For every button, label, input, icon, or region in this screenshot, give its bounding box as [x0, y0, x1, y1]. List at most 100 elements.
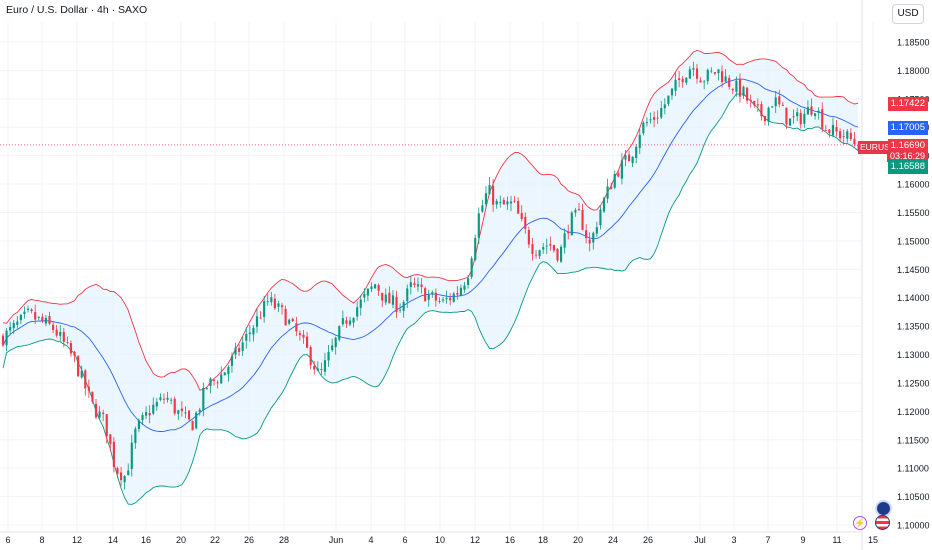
candle-body [456, 292, 459, 295]
candle-body [195, 412, 198, 429]
x-tick-label: 10 [435, 535, 445, 545]
candle-body [356, 307, 359, 317]
candle-body [585, 230, 588, 239]
candle-body [259, 317, 262, 319]
lightning-icon[interactable]: ⚡ [853, 516, 867, 530]
last-price-tag: 1.16690 [887, 139, 928, 153]
candle-body [12, 322, 15, 329]
candle-body [166, 397, 169, 400]
x-tick-label: 6 [5, 535, 10, 545]
candle-body [810, 106, 813, 115]
candle-body [441, 299, 445, 301]
candle-body [560, 246, 563, 262]
candle-body [685, 77, 688, 83]
x-tick-label: 12 [470, 535, 480, 545]
candle-body [94, 403, 98, 418]
y-tick-label: 1.16000 [897, 180, 930, 190]
candle-body [159, 397, 162, 400]
candle-body [73, 351, 76, 356]
candle-body [377, 285, 380, 291]
candle-body [80, 370, 83, 378]
candle-body [77, 356, 80, 377]
candle-body [187, 410, 191, 420]
candle-body [588, 239, 591, 244]
candle-body [295, 323, 298, 332]
candle-body [731, 88, 734, 91]
x-tick-label: 26 [244, 535, 254, 545]
candle-body [209, 378, 212, 386]
candle-body [420, 284, 423, 287]
candle-body [763, 115, 767, 122]
candle-body [427, 294, 430, 300]
candle-body [26, 308, 30, 310]
candle-body [141, 414, 144, 421]
candle-body [653, 117, 656, 120]
x-tick-label: 22 [210, 535, 220, 545]
currency-button[interactable]: USD [892, 4, 924, 24]
candle-body [184, 412, 187, 414]
candle-body [534, 254, 538, 256]
y-tick-label: 1.10500 [897, 492, 930, 502]
candle-body [363, 293, 366, 298]
x-tick-label: 20 [176, 535, 186, 545]
candle-body [642, 122, 645, 134]
candle-body [170, 399, 173, 401]
candle-body [202, 387, 205, 411]
candle-body [227, 367, 230, 375]
candle-body [109, 434, 112, 444]
candle-body [839, 131, 842, 139]
candle-body [191, 421, 194, 431]
countdown-tag: 03:16:29 [886, 150, 928, 162]
candle-body [781, 104, 784, 106]
candle-body [667, 95, 670, 104]
candle-body [610, 186, 613, 190]
candle-body [334, 337, 337, 348]
candle-body [66, 342, 69, 344]
candle-body [520, 212, 523, 219]
us-flag-icon[interactable] [875, 515, 890, 530]
candle-body [37, 316, 40, 318]
y-tick-label: 1.13500 [897, 322, 930, 332]
candle-body [692, 68, 695, 70]
candle-body [313, 366, 316, 370]
candle-body [205, 388, 208, 389]
candle-body [660, 108, 663, 118]
candle-body [41, 316, 44, 322]
x-tick-label: Jul [694, 535, 706, 545]
candle-body [796, 112, 799, 117]
candle-body [631, 156, 634, 164]
candle-body [738, 78, 742, 97]
candle-body [152, 404, 155, 414]
candle-body [663, 104, 666, 109]
candle-body [481, 205, 484, 212]
upper-band-line [2, 50, 859, 391]
candle-body [69, 343, 73, 354]
candle-body [746, 87, 749, 101]
candle-body [574, 210, 577, 213]
middle-band-tag: 1.17005 [887, 121, 928, 135]
candle-body [749, 99, 752, 102]
chart-title: Euro / U.S. Dollar · 4h · SAXO [6, 4, 148, 16]
candle-body [388, 292, 391, 304]
x-tick-label: 11 [832, 535, 841, 545]
candle-body [381, 292, 384, 301]
y-tick-label: 1.12000 [897, 407, 930, 417]
candle-body [788, 118, 792, 126]
candle-body [273, 298, 276, 309]
candle-body [595, 227, 598, 234]
candle-body [145, 412, 148, 416]
candle-body [84, 370, 87, 389]
x-tick-label: Jun [329, 535, 344, 545]
candle-body [327, 351, 330, 361]
lower-band-line [2, 93, 859, 505]
candle-body [216, 382, 219, 384]
candle-body [531, 244, 534, 254]
candle-body [98, 411, 101, 418]
candle-body [452, 293, 455, 302]
candle-body [592, 232, 595, 243]
candle-body [87, 386, 90, 391]
y-tick-label: 1.13000 [897, 350, 930, 360]
candle-body [306, 336, 309, 348]
candle-body [803, 113, 806, 124]
